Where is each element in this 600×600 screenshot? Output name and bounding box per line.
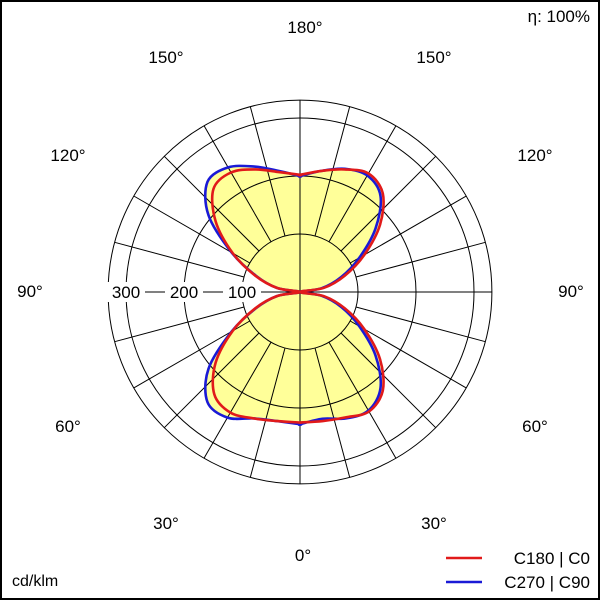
grid-spoke-120 <box>349 195 467 264</box>
angle-label-90-right: 90° <box>558 282 584 301</box>
angle-label-90-left: 90° <box>17 282 43 301</box>
efficiency-label: η: 100% <box>528 7 590 26</box>
grid-spoke-150 <box>328 125 397 243</box>
angle-label-30-left: 30° <box>153 514 179 533</box>
fill-layer <box>205 165 384 425</box>
series-layer <box>203 164 385 427</box>
legend-label-c270-c90: C270 | C90 <box>504 573 590 592</box>
angle-label-150-right: 150° <box>416 48 451 67</box>
angle-label-150-left: 150° <box>148 48 183 67</box>
grid-spoke-15 <box>314 347 351 478</box>
angle-label-30-right: 30° <box>421 514 447 533</box>
grid-spoke-210 <box>203 125 272 243</box>
radial-tick-label-100: 100 <box>228 283 256 302</box>
angle-label-60-left: 60° <box>55 417 81 436</box>
radial-tick-bg-300 <box>107 282 145 302</box>
angle-label-0: 0° <box>295 546 311 565</box>
grid-spoke-60 <box>349 320 467 389</box>
grid-spoke-75 <box>355 306 486 343</box>
unit-label: cd/klm <box>12 573 58 590</box>
angle-label-60-right: 60° <box>522 417 548 436</box>
series-line-c180-c0 <box>210 167 385 424</box>
grid-spoke-255 <box>114 241 245 278</box>
angle-label-180: 180° <box>287 18 322 37</box>
radial-tick-label-200: 200 <box>170 283 198 302</box>
grid-spoke-165 <box>314 106 351 237</box>
radial-tick-bg-100 <box>223 282 261 302</box>
series-fill-1 <box>205 165 381 425</box>
radial-tick-labels: 100 200 300 <box>107 282 261 302</box>
legend: C180 | C0 C270 | C90 <box>446 549 590 592</box>
legend-label-c180-c0: C180 | C0 <box>514 549 590 568</box>
grid-spoke-105 <box>355 241 486 278</box>
grid-layer <box>107 99 493 485</box>
grid-spoke-45 <box>340 332 437 429</box>
grid-spoke-135 <box>340 155 437 252</box>
grid-spoke-30 <box>328 341 397 459</box>
grid-spoke-330 <box>203 341 272 459</box>
grid-spoke-285 <box>114 306 245 343</box>
angle-label-120-left: 120° <box>50 146 85 165</box>
radial-tick-bg-200 <box>165 282 203 302</box>
grid-spoke-345 <box>249 347 286 478</box>
radial-tick-label-300: 300 <box>112 283 140 302</box>
angle-label-120-right: 120° <box>517 146 552 165</box>
